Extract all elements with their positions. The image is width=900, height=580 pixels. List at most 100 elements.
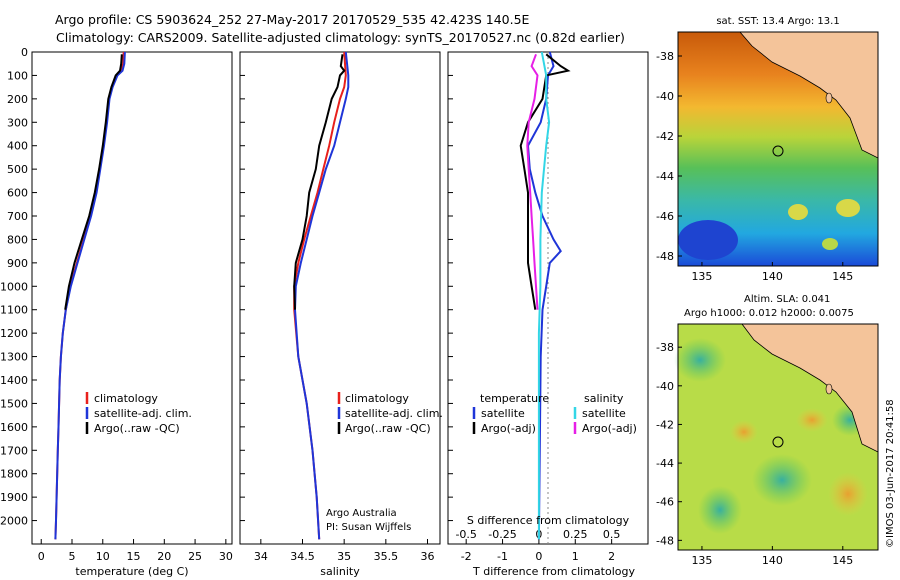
x-tick-label: 0 [535, 550, 542, 563]
map-y-tick-label: -46 [656, 210, 674, 223]
map-y-tick-label: -44 [656, 170, 674, 183]
y-tick-label: 400 [7, 140, 28, 153]
y-tick-label: 600 [7, 187, 28, 200]
y-tick-label: 300 [7, 116, 28, 129]
legend-label-t-argo: Argo(-adj) [481, 422, 536, 435]
x-tick-label: -2 [461, 550, 472, 563]
sla-map-subtitle: Argo h1000: 0.012 h2000: 0.0075 [684, 308, 854, 319]
sla-map-title: Altim. SLA: 0.041 [744, 294, 830, 305]
sla-anomaly [796, 408, 828, 432]
y-tick-label: 1400 [0, 374, 28, 387]
x-tick-label: 1 [572, 550, 579, 563]
y-tick-label: 1700 [0, 444, 28, 457]
series-line-argo-raw-qc- [64, 54, 123, 310]
y-tick-label: 0 [21, 46, 28, 59]
x-tick-label: 2 [608, 550, 615, 563]
credit-line2: PI: Susan Wijffels [326, 522, 411, 533]
x-tick-label: 25 [188, 550, 202, 563]
sla-island [825, 383, 833, 395]
legend-label-climatology: climatology [94, 392, 158, 405]
sst-map-ticks: 135 140 145 -38 -40 -42 -44 -46 -48 [656, 50, 853, 283]
sla-map-panel: Altim. SLA: 0.041 Argo h1000: 0.012 h200… [656, 294, 879, 567]
series-line-t-argo-adj- [519, 53, 571, 310]
sla-anomaly [698, 486, 742, 534]
depth-axis-ticks: 0 100 200 300 400 500 600 700 800 900 1000 1100 1200… [0, 46, 37, 528]
imos-timestamp: ©IMOS 03-Jun-2017 20:41:58 [885, 399, 896, 548]
y-tick-label: 1900 [0, 491, 28, 504]
series-line-s-argo-adj- [526, 53, 539, 310]
y-tick-label: 1000 [0, 280, 28, 293]
salinity-legend: climatology satellite-adj. clim. Argo(..… [337, 392, 443, 435]
x-tick-label: -1 [497, 550, 508, 563]
s-diff-tick-label: 0.25 [563, 528, 588, 541]
salinity-axis-ticks: 34 34.5 35 35.5 36 [254, 539, 435, 563]
map-y-tick-label: -48 [656, 250, 674, 263]
figure-title-line2: Climatology: CARS2009. Satellite-adjuste… [56, 30, 625, 45]
map-y-tick-label: -44 [656, 457, 674, 470]
y-tick-label: 900 [7, 257, 28, 270]
map-x-tick-label: 145 [832, 270, 853, 283]
y-tick-label: 100 [7, 69, 28, 82]
sla-anomaly [752, 454, 812, 506]
difference-lines [519, 51, 571, 540]
t-difference-xlabel: T difference from climatology [472, 565, 635, 578]
sla-anomaly [730, 420, 758, 444]
map-x-tick-label: 145 [832, 554, 853, 567]
sst-map-panel: sat. SST: 13.4 Argo: 13.1 135 140 145 -38 -4… [656, 16, 879, 283]
legend-label-t-satellite: satellite [481, 407, 525, 420]
map-y-tick-label: -40 [656, 380, 674, 393]
sst-island [825, 92, 833, 104]
sla-anomaly [828, 472, 868, 516]
temperature-xlabel: temperature (deg C) [75, 565, 188, 578]
salinity-lines [293, 51, 350, 540]
y-tick-label: 1600 [0, 421, 28, 434]
temperature-panel: 0100200300400500600700800900100011001200… [0, 46, 233, 578]
y-tick-label: 1500 [0, 397, 28, 410]
map-y-tick-label: -42 [656, 130, 674, 143]
y-tick-label: 1200 [0, 327, 28, 340]
legend-label-s-argo: Argo(-adj) [582, 422, 637, 435]
s-diff-tick-label: 0.5 [603, 528, 621, 541]
y-tick-label: 800 [7, 233, 28, 246]
sst-warm-eddy [836, 199, 860, 217]
temperature-legend: climatology satellite-adj. clim. Argo(..… [85, 392, 192, 435]
sst-cold-patch [678, 220, 738, 260]
sst-map-title: sat. SST: 13.4 Argo: 13.1 [716, 16, 839, 27]
salinity-panel: 34 34.5 35 35.5 36 salinity climatology sate… [239, 51, 443, 578]
sla-map-frame [677, 323, 879, 551]
sst-map-frame [677, 31, 879, 267]
temperature-lines [54, 51, 126, 540]
salinity-depth-ticks [240, 51, 245, 522]
map-x-tick-label: 135 [691, 270, 712, 283]
x-tick-label: 10 [96, 550, 110, 563]
legend-label-argo: Argo(..raw -QC) [94, 422, 180, 435]
x-tick-label: 36 [421, 550, 435, 563]
s-difference-xlabel: S difference from climatology [467, 514, 630, 527]
y-tick-label: 700 [7, 210, 28, 223]
legend-label-argo: Argo(..raw -QC) [345, 422, 431, 435]
sla-map-ticks: 135 140 145 -38 -40 -42 -44 -46 -48 [656, 341, 853, 567]
x-tick-label: 34.5 [290, 550, 315, 563]
map-x-tick-label: 140 [762, 554, 783, 567]
x-tick-label: 0 [38, 550, 45, 563]
legend-label-s-satellite: satellite [582, 407, 626, 420]
series-line-argo-raw-qc- [293, 54, 346, 310]
figure-title-line1: Argo profile: CS 5903624_252 27-May-2017… [55, 12, 530, 27]
temperature-axis-ticks: 0 5 10 15 20 25 30 [38, 539, 233, 563]
sst-warm-eddy [822, 238, 838, 250]
x-tick-label: 15 [127, 550, 141, 563]
series-line-s-satellite [537, 51, 551, 540]
legend-label-satellite: satellite-adj. clim. [345, 407, 443, 420]
x-tick-label: 30 [219, 550, 233, 563]
salinity-xlabel: salinity [320, 565, 360, 578]
series-line-satellite-adj-clim- [54, 51, 126, 540]
legend-title-temperature: temperature [480, 392, 549, 405]
map-y-tick-label: -40 [656, 90, 674, 103]
map-y-tick-label: -38 [656, 341, 674, 354]
x-tick-label: 34 [254, 550, 268, 563]
map-y-tick-label: -38 [656, 50, 674, 63]
x-tick-label: 35 [337, 550, 351, 563]
temperature-axes-frame [31, 51, 233, 545]
legend-label-satellite: satellite-adj. clim. [94, 407, 192, 420]
